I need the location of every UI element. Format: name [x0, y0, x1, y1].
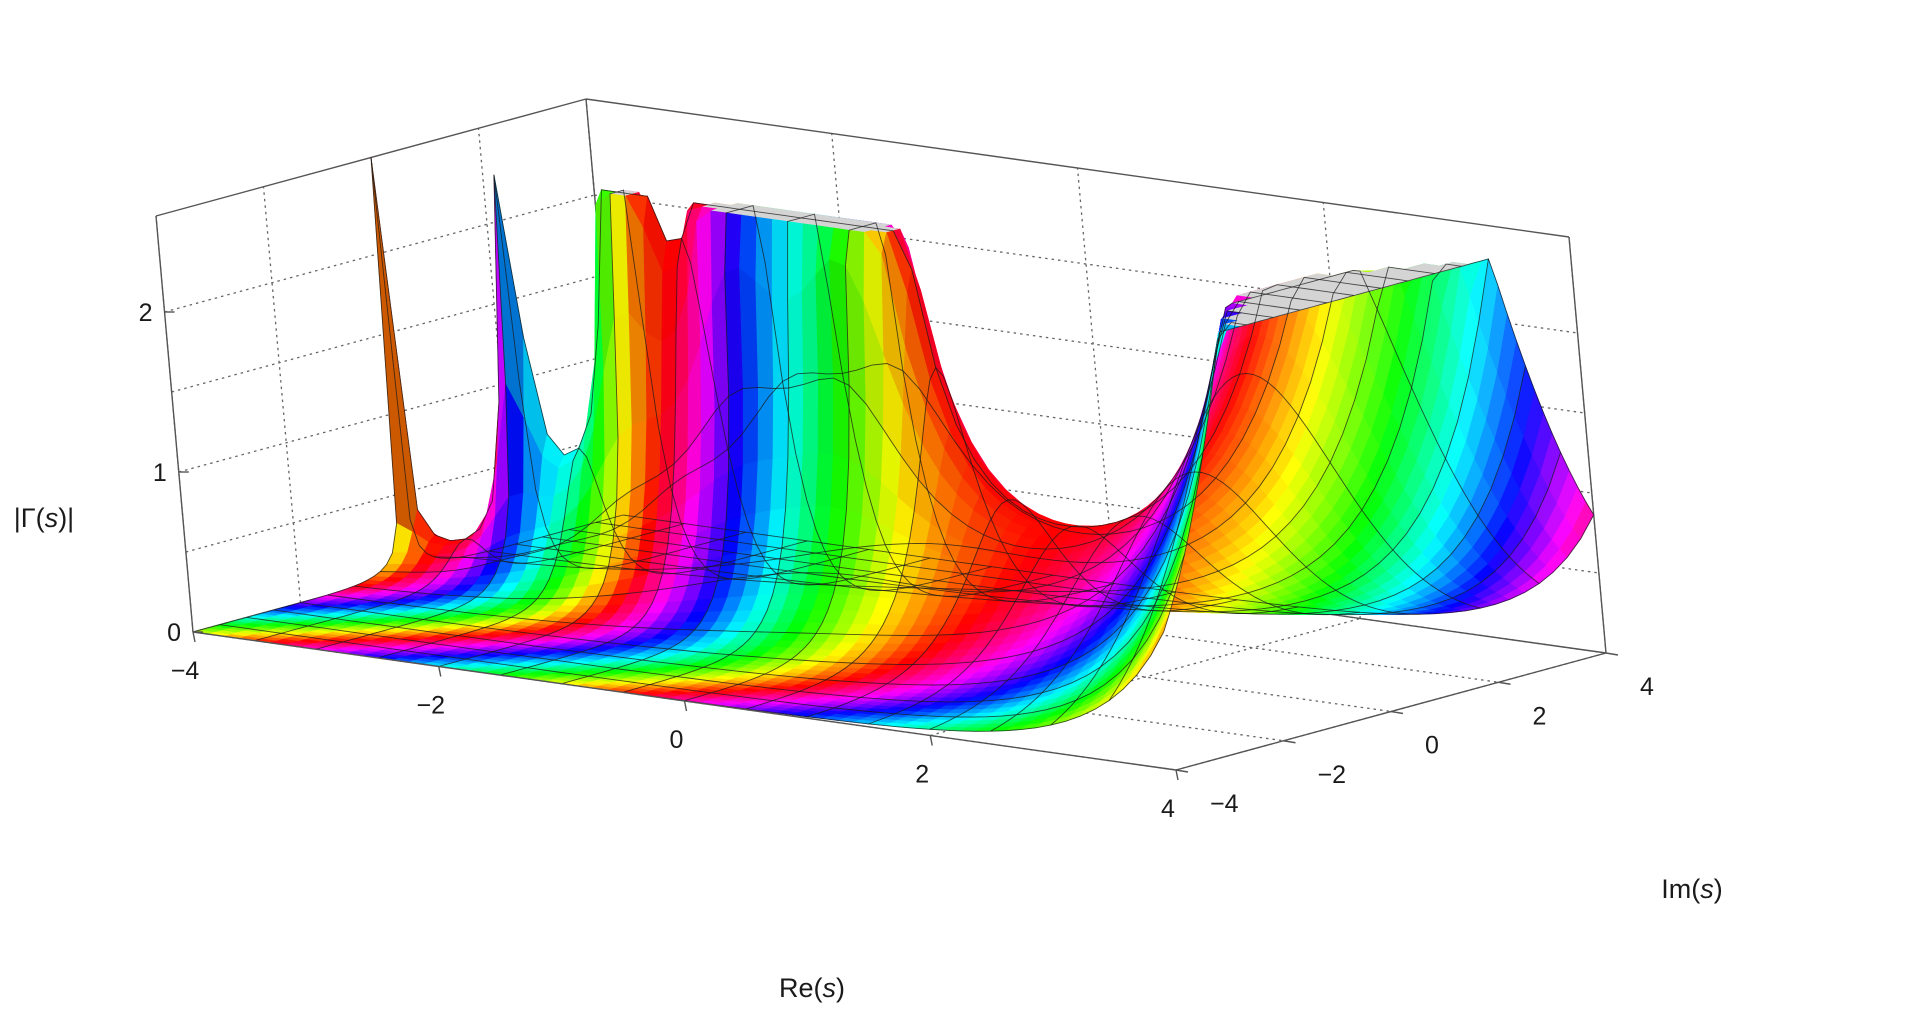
surface-patch — [832, 377, 850, 461]
surface-patch — [815, 453, 834, 508]
im-tick-mark — [1175, 769, 1189, 773]
surface-patch — [742, 387, 759, 466]
re-tick-mark — [1175, 769, 1179, 781]
surface-patch — [802, 379, 819, 456]
surface-patch — [724, 212, 742, 274]
surface-patch — [755, 280, 774, 389]
surface-patch — [630, 419, 648, 492]
grid-line — [477, 128, 517, 545]
im-axis-label: Im(s) — [1661, 874, 1722, 904]
surface-patch — [616, 424, 633, 502]
box-edge — [155, 215, 194, 633]
re-tick-label: −2 — [416, 692, 445, 720]
surface-patch — [645, 332, 663, 421]
abs-axis-ticks: 0 1 2 — [139, 299, 203, 647]
re-tick-label: −4 — [171, 657, 200, 685]
surface-mesh — [192, 157, 1595, 732]
re-tick-label: 4 — [1161, 795, 1175, 823]
box-edge — [1568, 236, 1607, 654]
surface-patch — [787, 221, 804, 300]
im-tick-label: 0 — [1425, 732, 1439, 760]
surface-patch — [755, 458, 774, 514]
re-tick-mark — [192, 631, 196, 643]
surface-patch — [771, 219, 788, 300]
surface-patch — [645, 414, 662, 484]
surface-patch — [661, 329, 677, 416]
re-tick-mark — [683, 700, 688, 712]
surface-patch — [757, 387, 774, 462]
surface-patch — [772, 387, 790, 460]
grid-line — [930, 617, 1361, 737]
im-tick-mark — [1605, 652, 1619, 656]
im-tick-mark — [1283, 740, 1296, 744]
im-tick-label: 4 — [1640, 673, 1654, 701]
abs-tick-label: 2 — [139, 299, 153, 327]
im-tick-label: 2 — [1533, 702, 1547, 730]
surface-patch — [830, 454, 850, 511]
box-edge — [585, 98, 1570, 238]
re-axis-label: Re(s) — [779, 973, 845, 1003]
re-tick-mark — [929, 735, 933, 746]
im-tick-label: −4 — [1210, 790, 1239, 818]
surface-patch — [728, 388, 744, 473]
surface-patch — [800, 453, 819, 508]
abs-axis-label: |Γ(s)| — [14, 503, 74, 533]
surface-patch — [801, 273, 819, 385]
surface-patch — [770, 456, 789, 511]
surface-patch — [787, 384, 804, 458]
re-tick-mark — [438, 666, 442, 677]
re-tick-label: 0 — [670, 726, 684, 754]
grid-line — [1076, 167, 1116, 585]
surface-patch — [817, 377, 834, 455]
surface-patch — [771, 294, 790, 389]
grid-line — [262, 186, 302, 603]
im-tick-mark — [1498, 681, 1511, 685]
abs-tick-label: 0 — [167, 619, 181, 647]
im-tick-label: −2 — [1318, 761, 1347, 789]
surface-patch — [661, 265, 678, 343]
im-tick-mark — [1390, 710, 1404, 715]
re-tick-label: 2 — [915, 761, 929, 789]
abs-tick-label: 1 — [153, 459, 167, 487]
surface-patch — [785, 454, 804, 509]
